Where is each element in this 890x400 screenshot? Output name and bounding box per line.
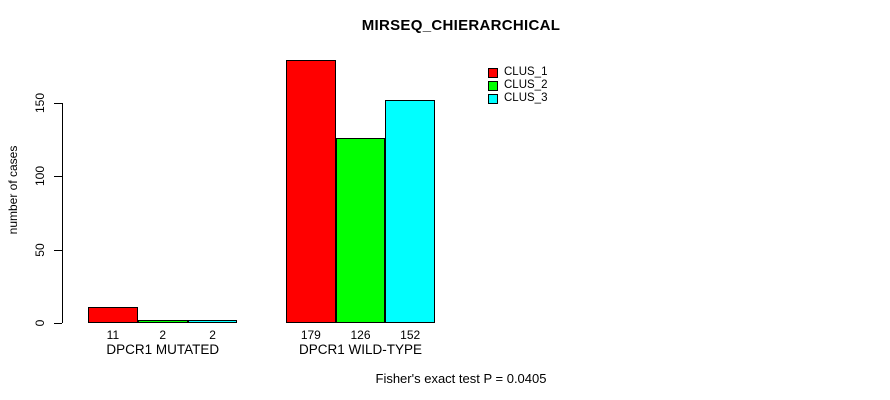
y-tick-label: 150 xyxy=(33,92,47,114)
y-tick-mark xyxy=(54,103,62,104)
bar-clus_3-2 xyxy=(385,100,435,323)
legend-swatch-clus_1 xyxy=(488,67,498,78)
group-label: DPCR1 MUTATED xyxy=(106,342,220,357)
bar-value-label: 2 xyxy=(159,328,167,342)
chart-title: MIRSEQ_CHIERARCHICAL xyxy=(361,17,561,34)
legend: CLUS_1 CLUS_2 CLUS_3 xyxy=(488,66,547,105)
legend-row: CLUS_2 xyxy=(488,79,547,92)
legend-row: CLUS_3 xyxy=(488,92,547,105)
y-tick-label: 0 xyxy=(33,319,47,327)
y-tick-mark xyxy=(54,176,62,178)
bar-value-label: 2 xyxy=(209,328,216,342)
bar-clus_2-1 xyxy=(137,320,188,323)
legend-swatch-clus_2 xyxy=(488,80,498,91)
y-tick-mark xyxy=(54,249,62,251)
fisher-test-caption: Fisher's exact test P = 0.0405 xyxy=(375,371,547,386)
y-tick-label: 50 xyxy=(33,242,47,257)
legend-label: CLUS_1 xyxy=(504,66,548,78)
bar-clus_1-2 xyxy=(286,60,336,323)
bar-value-label: 11 xyxy=(106,328,120,342)
bar-value-label: 126 xyxy=(350,328,371,342)
bar-clus_3-1 xyxy=(187,320,238,323)
bar-clus_1-1 xyxy=(88,306,138,323)
legend-label: CLUS_2 xyxy=(504,79,548,91)
bar-clus_2-2 xyxy=(335,138,386,323)
y-axis-title: number of cases xyxy=(6,145,20,235)
group-label: DPCR1 WILD-TYPE xyxy=(298,342,423,357)
y-tick-label: 100 xyxy=(33,166,47,187)
bar-value-label: 179 xyxy=(300,328,321,342)
y-tick-mark xyxy=(54,323,62,324)
y-axis-line xyxy=(62,103,63,323)
legend-swatch-clus_3 xyxy=(488,93,498,104)
legend-label: CLUS_3 xyxy=(504,92,548,104)
legend-row: CLUS_1 xyxy=(488,66,547,79)
bar-value-label: 152 xyxy=(400,328,421,342)
